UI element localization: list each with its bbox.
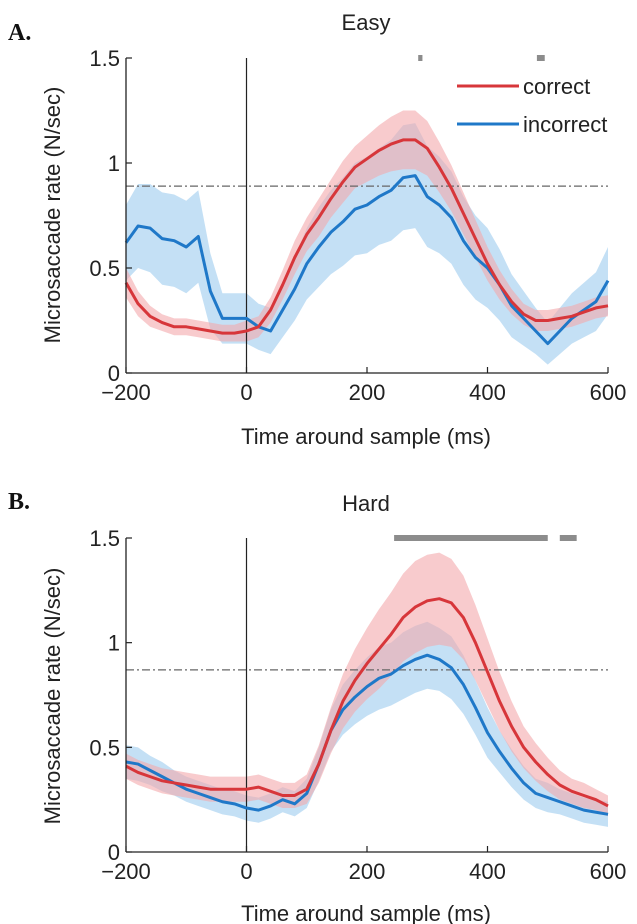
significance-bar bbox=[536, 55, 545, 61]
significance-bar bbox=[418, 55, 423, 61]
y-tick-label: 1.5 bbox=[89, 526, 120, 551]
line-correct bbox=[125, 597, 609, 808]
x-tick-label: 400 bbox=[469, 380, 506, 405]
panel-a-legend: correct incorrect bbox=[457, 74, 607, 137]
significance-bar bbox=[559, 535, 577, 541]
panel-b-title: Hard bbox=[342, 491, 390, 516]
panel-b-ylabel: Microsaccade rate (N/sec) bbox=[40, 568, 65, 825]
legend-correct-label: correct bbox=[523, 74, 590, 99]
x-tick-label: −200 bbox=[101, 380, 151, 405]
line-incorrect bbox=[124, 174, 610, 346]
x-tick-label: 400 bbox=[469, 859, 506, 884]
line-incorrect bbox=[125, 653, 609, 816]
y-tick-label: 0 bbox=[108, 361, 120, 386]
y-tick-label: 0.5 bbox=[89, 735, 120, 760]
panel-a-title: Easy bbox=[342, 10, 391, 35]
y-tick-label: 0 bbox=[108, 840, 120, 865]
significance-bar bbox=[394, 535, 548, 541]
x-tick-label: 600 bbox=[590, 859, 627, 884]
y-tick-label: 1.5 bbox=[89, 46, 120, 71]
x-tick-label: 0 bbox=[240, 380, 252, 405]
x-tick-label: 200 bbox=[349, 380, 386, 405]
panel-b-letter: B. bbox=[8, 489, 30, 515]
panel-a-ylabel: Microsaccade rate (N/sec) bbox=[40, 87, 65, 344]
x-tick-label: 0 bbox=[240, 859, 252, 884]
x-tick-label: 200 bbox=[349, 859, 386, 884]
x-tick-label: −200 bbox=[101, 859, 151, 884]
legend-incorrect-label: incorrect bbox=[523, 112, 607, 137]
x-tick-label: 600 bbox=[590, 380, 627, 405]
band-correct bbox=[126, 552, 608, 817]
line-correct bbox=[124, 138, 609, 335]
y-tick-label: 1 bbox=[108, 151, 120, 176]
y-tick-label: 0.5 bbox=[89, 256, 120, 281]
panel-b: B. Hard Time around sample (ms) Microsac… bbox=[8, 489, 626, 924]
panel-a: A. Easy Time around sample (ms) Microsac… bbox=[8, 10, 626, 449]
panel-a-letter: A. bbox=[8, 20, 31, 46]
y-tick-label: 1 bbox=[108, 631, 120, 656]
panel-b-xlabel: Time around sample (ms) bbox=[241, 901, 491, 924]
panel-a-xlabel: Time around sample (ms) bbox=[241, 424, 491, 449]
